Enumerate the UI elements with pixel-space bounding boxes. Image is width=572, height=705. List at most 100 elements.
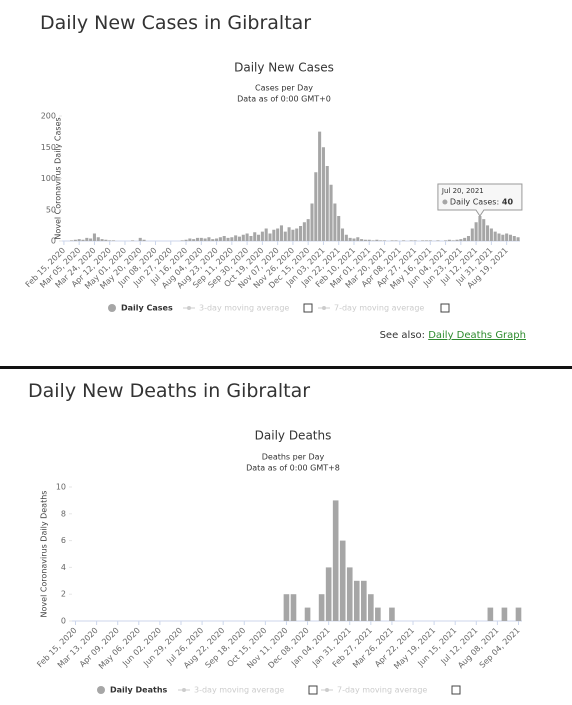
bar xyxy=(211,239,215,241)
bar xyxy=(455,239,459,241)
bar xyxy=(92,233,96,241)
bar xyxy=(268,233,272,241)
bar xyxy=(77,239,81,241)
bar xyxy=(318,594,325,621)
bar xyxy=(70,240,74,241)
bar xyxy=(299,226,303,241)
tooltip-date: Jul 20, 2021 xyxy=(441,187,484,195)
bar xyxy=(444,240,448,241)
bar xyxy=(276,228,280,241)
bar xyxy=(314,172,318,241)
tooltip-label: Daily Cases: xyxy=(450,198,499,207)
y-axis-label: Novel Coronavirus Daily Deaths xyxy=(40,491,49,618)
y-tick-label: 50 xyxy=(46,205,56,214)
bar xyxy=(497,233,501,241)
bar xyxy=(295,228,299,241)
bar xyxy=(218,237,222,241)
bar xyxy=(226,237,230,241)
legend-checkbox[interactable] xyxy=(303,303,313,313)
bar xyxy=(493,231,497,241)
bar xyxy=(409,240,413,241)
bar xyxy=(368,594,374,621)
bar xyxy=(333,203,337,241)
bar xyxy=(215,238,219,241)
y-tick-label: 100 xyxy=(41,174,56,183)
y-tick-label: 4 xyxy=(61,563,66,572)
bar xyxy=(371,240,375,241)
bar xyxy=(508,234,512,241)
legend-label: 7-day moving average xyxy=(337,686,427,695)
legend-label: 7-day moving average xyxy=(334,304,424,313)
bar xyxy=(104,239,108,241)
bar xyxy=(463,237,467,241)
y-tick-label: 0 xyxy=(61,617,66,626)
bar xyxy=(329,184,333,241)
bar xyxy=(340,228,345,241)
bar xyxy=(501,607,508,621)
bar xyxy=(402,240,406,241)
bar xyxy=(325,567,332,621)
bar xyxy=(287,227,291,241)
legend-marker xyxy=(322,306,326,310)
bar xyxy=(512,236,516,241)
bar xyxy=(413,240,417,241)
bar xyxy=(188,238,192,241)
bar xyxy=(482,219,486,241)
y-axis-label: Novel Coronavirus Daily Cases xyxy=(54,117,63,239)
bar xyxy=(487,607,494,621)
chart-title: Daily Deaths xyxy=(255,429,332,443)
bar xyxy=(318,131,322,241)
legend-checkbox[interactable] xyxy=(440,303,450,313)
legend-marker xyxy=(108,304,116,312)
bar xyxy=(421,240,425,241)
bar xyxy=(279,225,283,241)
bar xyxy=(348,237,352,241)
bar xyxy=(89,238,93,241)
bar xyxy=(291,229,295,241)
y-tick-label: 150 xyxy=(41,143,56,152)
bar xyxy=(306,219,310,241)
bar xyxy=(108,240,112,241)
bar xyxy=(230,237,234,241)
bar xyxy=(367,239,371,241)
tooltip-value: 40 xyxy=(502,198,514,207)
bar xyxy=(207,237,211,241)
bar xyxy=(382,240,387,241)
bar xyxy=(352,238,356,241)
bar xyxy=(428,240,432,241)
chart-subtitle: Deaths per Day xyxy=(262,453,325,462)
bar xyxy=(394,240,398,241)
bar xyxy=(264,228,268,241)
legend-checkbox[interactable] xyxy=(308,685,318,695)
bar xyxy=(451,240,455,241)
bar xyxy=(363,239,367,241)
bar xyxy=(283,594,290,621)
legend-marker xyxy=(187,306,191,310)
bar xyxy=(272,229,276,241)
chart-note: Data as of 0:00 GMT+0 xyxy=(237,95,331,104)
bar xyxy=(466,236,471,241)
bar xyxy=(424,240,429,241)
chart-title: Daily New Cases xyxy=(234,61,334,75)
bar xyxy=(138,237,142,241)
bar xyxy=(339,540,346,621)
heading: Daily New Cases in Gibraltar xyxy=(40,12,312,34)
legend-checkbox[interactable] xyxy=(451,685,461,695)
bar xyxy=(459,239,463,241)
legend-label: Daily Deaths xyxy=(110,686,168,695)
bar xyxy=(241,234,245,241)
bar xyxy=(375,607,381,621)
bar xyxy=(489,228,493,241)
bar xyxy=(447,239,451,241)
bar xyxy=(100,239,104,241)
link[interactable]: Daily Deaths Graph xyxy=(428,330,526,341)
legend-marker xyxy=(325,688,329,692)
bar xyxy=(379,240,383,241)
bar xyxy=(302,222,306,241)
bar xyxy=(310,203,314,241)
bar xyxy=(360,239,364,241)
bar xyxy=(184,239,188,241)
heading: Daily New Deaths in Gibraltar xyxy=(28,380,311,402)
bar xyxy=(283,231,287,241)
